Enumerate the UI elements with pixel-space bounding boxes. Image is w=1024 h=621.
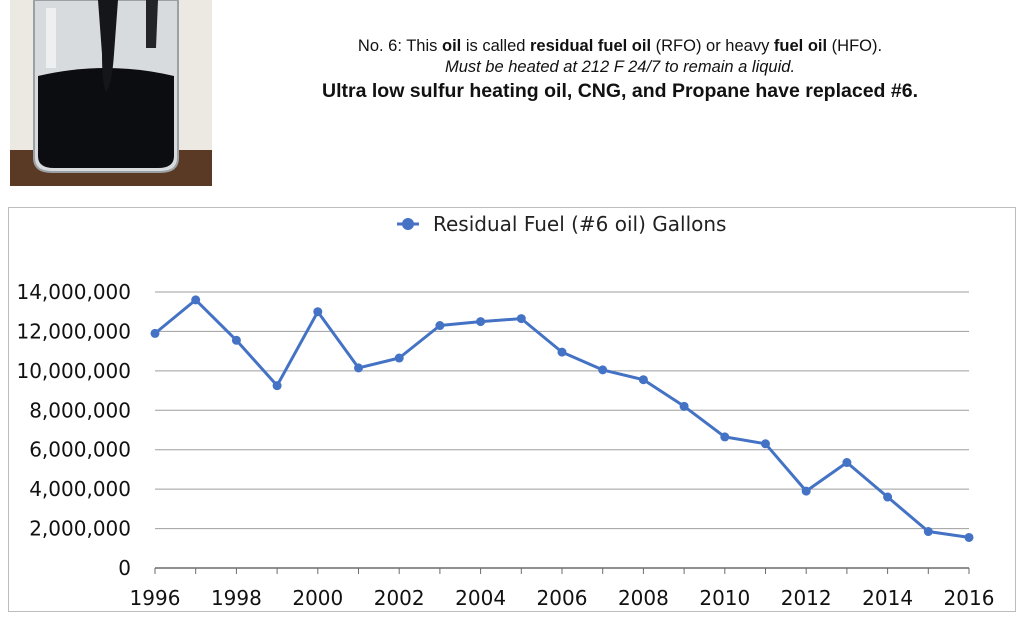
data-point — [638, 375, 648, 385]
data-point — [679, 401, 689, 411]
tick-labels: 0 2,000,000 4,000,000 6,000,000 8,000,000 10,… — [16, 280, 994, 610]
caption-seg-bold: fuel oil — [773, 37, 828, 55]
stir-stick — [146, 0, 158, 48]
x-tick-label: 2006 — [537, 586, 588, 610]
data-point — [231, 335, 241, 345]
x-tick-label: 1998 — [211, 586, 262, 610]
data-point — [476, 317, 486, 327]
chart-frame: 0 2,000,000 4,000,000 6,000,000 8,000,000 10,… — [8, 207, 1016, 612]
data-point — [394, 353, 404, 363]
series-line — [154, 298, 970, 539]
data-point — [191, 295, 201, 305]
caption-seg-bold: residual fuel oil — [530, 37, 652, 55]
data-point — [354, 363, 363, 373]
jar-highlight — [46, 8, 56, 68]
legend-label: Residual Fuel (#6 oil) Gallons — [433, 212, 726, 236]
caption-line-2: Must be heated at 212 F 24/7 to remain a… — [444, 58, 796, 76]
caption: No. 6: This oil is called residual fuel … — [230, 36, 1010, 105]
data-point — [435, 321, 445, 331]
data-point — [842, 458, 852, 468]
x-tick-label: 2000 — [292, 586, 343, 610]
y-tick-label: 0 — [118, 556, 131, 580]
oil-drip — [98, 0, 118, 92]
y-tick-label: 2,000,000 — [29, 517, 131, 541]
legend: Residual Fuel (#6 oil) Gallons — [397, 212, 726, 236]
x-tick-label: 2004 — [455, 586, 506, 610]
data-point — [883, 492, 893, 502]
data-point — [923, 527, 933, 537]
legend-marker — [402, 218, 414, 230]
gridlines — [155, 291, 969, 530]
data-point — [313, 307, 323, 317]
caption-seg-bold: oil — [441, 37, 462, 55]
oil-jar-photo — [10, 0, 212, 186]
x-tick-label: 2016 — [944, 586, 995, 610]
caption-seg: (HFO). — [827, 37, 883, 55]
data-point — [557, 347, 567, 357]
x-tick-label: 2008 — [618, 586, 669, 610]
x-tick-label: 1996 — [130, 586, 181, 610]
caption-seg: (RFO) or heavy — [651, 37, 774, 55]
data-point — [720, 432, 730, 442]
x-tick-label: 2014 — [862, 586, 913, 610]
x-tick-label: 2002 — [374, 586, 425, 610]
data-point — [598, 365, 608, 375]
caption-seg: is called — [461, 37, 531, 55]
y-tick-label: 8,000,000 — [29, 398, 131, 422]
y-tick-label: 14,000,000 — [16, 280, 131, 304]
caption-seg: No. 6: This — [357, 37, 442, 55]
x-tick-label: 2012 — [781, 586, 832, 610]
data-point — [761, 439, 770, 449]
data-point — [516, 314, 526, 324]
y-tick-label: 12,000,000 — [16, 319, 131, 343]
series — [150, 295, 974, 542]
y-tick-label: 4,000,000 — [29, 477, 131, 501]
data-point — [964, 532, 974, 542]
caption-line-3: Ultra low sulfur heating oil, CNG, and P… — [322, 80, 918, 102]
data-point — [150, 328, 160, 338]
data-point — [272, 381, 282, 391]
axes — [154, 567, 970, 574]
y-tick-label: 10,000,000 — [16, 359, 131, 383]
caption-line-1: No. 6: This oil is called residual fuel … — [230, 36, 1010, 57]
data-point — [801, 486, 811, 496]
y-tick-label: 6,000,000 — [29, 438, 131, 462]
x-tick-label: 2010 — [699, 586, 750, 610]
line-chart: 0 2,000,000 4,000,000 6,000,000 8,000,000 10,… — [16, 212, 994, 610]
black-oil — [38, 68, 174, 168]
